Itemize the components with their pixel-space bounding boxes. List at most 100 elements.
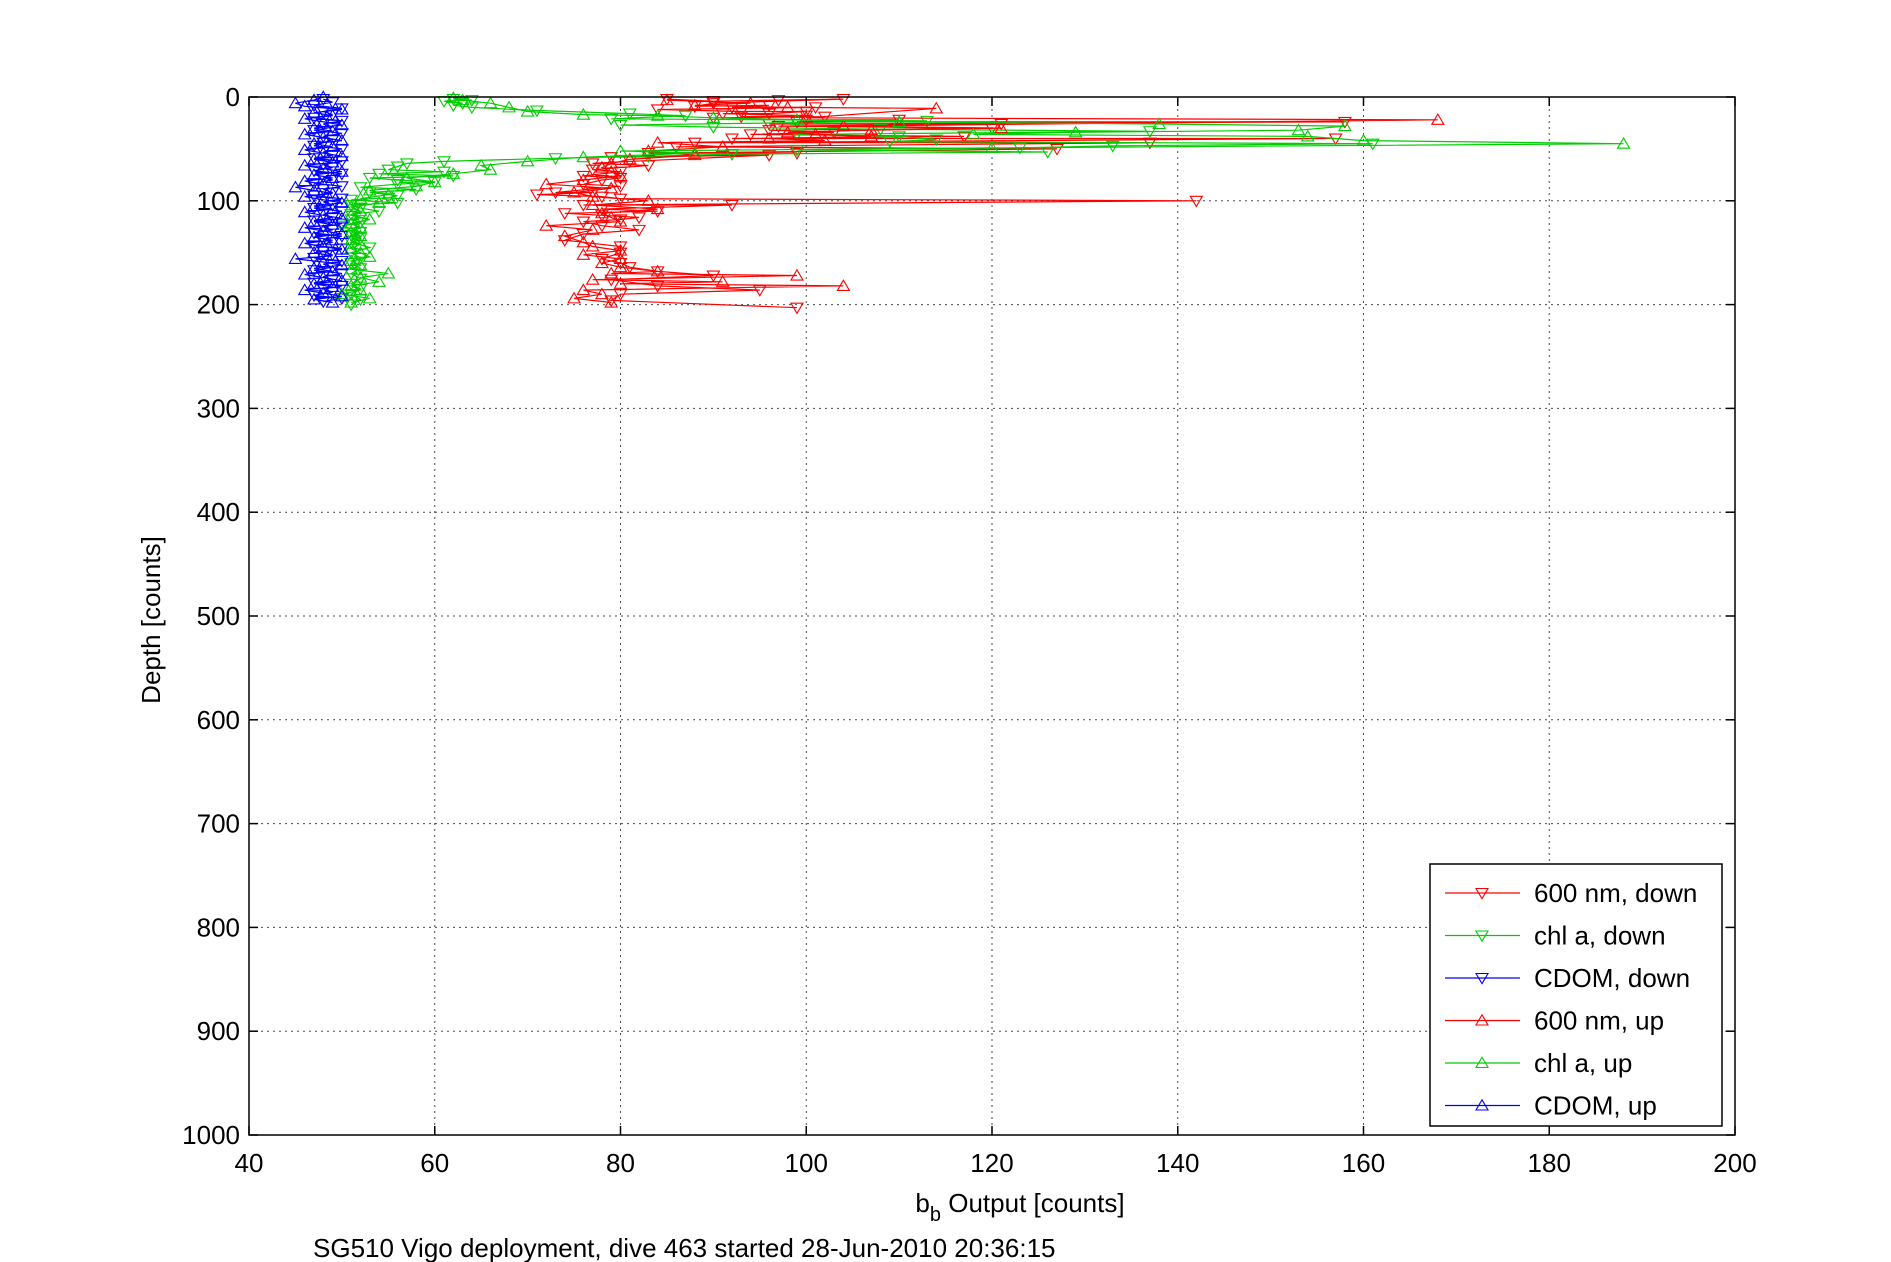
data-point [381,187,396,200]
data-point [316,296,331,309]
data-point [399,158,414,171]
legend-swatch-marker [1475,1098,1489,1111]
data-point [1337,119,1352,132]
data-point [687,98,702,111]
data-point [437,166,451,179]
data-point [297,158,312,171]
data-point [307,165,321,178]
data-point [334,196,349,208]
data-point [1430,113,1445,125]
data-point [344,254,359,267]
data-point [892,115,907,127]
data-point [585,198,600,211]
data-point [920,115,934,128]
data-point [882,136,897,149]
axes [248,96,1736,1136]
data-point [836,119,851,132]
data-point [297,189,312,202]
data-point [325,140,340,152]
data-point [334,143,349,156]
data-point [344,241,359,254]
data-point [325,199,340,212]
data-point [539,177,554,190]
data-point [455,93,470,106]
data-point [353,221,368,233]
data-point [771,121,786,133]
data-point [604,181,619,194]
data-point [316,259,331,271]
data-point [985,141,999,153]
data-point [334,227,349,240]
data-point [836,94,851,106]
data-point [344,200,359,213]
data-point [353,258,368,271]
y-tick-label: 200 [197,290,240,320]
data-point [297,143,312,155]
data-point [632,212,647,225]
legend-swatch-marker [1475,930,1489,943]
data-point [353,245,368,258]
data-point [325,233,340,246]
data-point [316,270,331,283]
data-point [316,221,331,234]
data-point [1050,143,1064,156]
data-point [790,113,804,125]
data-point [957,131,972,144]
data-point [316,255,331,268]
data-point [297,205,312,218]
data-point [446,100,461,113]
data-point [372,206,386,218]
data-point [316,208,331,221]
data-point [604,164,619,177]
data-point [344,223,359,236]
data-point [316,115,331,127]
legend-entry: CDOM, up [1445,1091,1657,1121]
data-point [576,150,591,163]
data-point [307,183,321,196]
data-point [567,185,582,198]
data-point [307,261,321,274]
series-4 [334,91,1631,308]
data-point [585,164,600,177]
data-point [1291,123,1306,136]
y-axis-label: Depth [counts] [136,536,166,704]
data-point [808,127,823,140]
data-point [334,128,349,141]
data-point [316,192,331,205]
data-point [427,175,442,188]
data-point [316,283,331,296]
data-point [520,154,535,167]
x-axis-label-symbol: b [915,1188,929,1218]
data-point [334,102,349,115]
data-point [390,161,405,174]
data-point [325,155,340,168]
data-point [594,206,609,219]
series-5 [288,90,349,308]
data-point [576,199,591,212]
data-point [334,255,349,268]
data-point [362,212,377,225]
data-point [344,295,359,308]
series-3 [539,93,1445,308]
data-point [604,295,619,308]
data-point [585,158,600,171]
data-point [613,247,628,260]
data-point [362,250,377,262]
data-point [381,266,396,279]
data-point [687,146,702,159]
data-point [307,152,321,165]
data-point [409,184,424,197]
data-point [316,146,331,159]
data-point [604,113,619,126]
data-point [334,149,349,162]
data-point [594,210,609,223]
data-point [724,199,739,212]
data-point [557,208,572,221]
data-point [307,214,321,227]
legend-label: 600 nm, up [1534,1006,1664,1036]
data-point [585,187,600,200]
data-point [372,196,386,208]
data-point [353,283,368,296]
data-point [929,134,944,147]
data-point [1152,117,1167,130]
